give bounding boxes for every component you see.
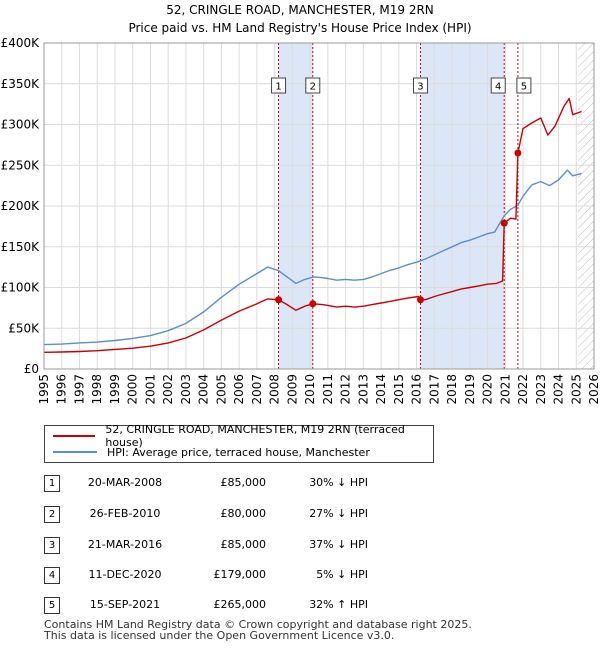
sale-point <box>416 296 424 304</box>
x-tick-label: 2003 <box>179 374 193 405</box>
y-tick-label: £0 <box>24 362 39 376</box>
x-tick-label: 2014 <box>374 374 388 405</box>
x-tick-label: 1998 <box>90 374 104 405</box>
transaction-date: 15-SEP-2021 <box>89 598 161 611</box>
x-tick-label: 2015 <box>392 374 406 405</box>
sale-label: 1 <box>275 82 281 93</box>
sale-label-box <box>305 77 321 94</box>
x-tick-label: 2025 <box>569 374 583 405</box>
transaction-price: £85,000 <box>220 538 267 551</box>
x-tick-label: 2005 <box>214 374 228 405</box>
transaction-price: £85,000 <box>220 476 267 489</box>
x-tick-label: 1997 <box>72 374 86 405</box>
y-tick-label: £250K <box>1 158 41 172</box>
transaction-price: £80,000 <box>220 507 267 520</box>
transaction-row: 4 11-DEC-2020 £179,000 5% ↓ HPI <box>0 567 600 587</box>
sale-point <box>275 296 283 304</box>
x-tick-label: 1999 <box>108 374 122 405</box>
x-tick-label: 2017 <box>427 374 441 405</box>
x-tick-label: 2010 <box>303 374 317 405</box>
transaction-number: 5 <box>44 597 60 614</box>
legend-item-price: 52, CRINGLE ROAD, MANCHESTER, M19 2RN (t… <box>53 423 433 449</box>
x-tick-label: 2013 <box>356 374 370 405</box>
x-tick-label: 2007 <box>250 374 264 405</box>
x-tick-label: 2019 <box>463 374 477 405</box>
x-tick-label: 2018 <box>445 374 459 405</box>
transaction-row: 1 20-MAR-2008 £85,000 30% ↓ HPI <box>0 475 600 495</box>
sale-label: 2 <box>310 82 316 93</box>
legend: 52, CRINGLE ROAD, MANCHESTER, M19 2RN (t… <box>44 423 434 463</box>
legend-label-price: 52, CRINGLE ROAD, MANCHESTER, M19 2RN (t… <box>105 423 405 449</box>
x-tick-label: 2001 <box>143 374 157 405</box>
transaction-number: 1 <box>44 475 60 492</box>
plot-border <box>43 42 595 370</box>
y-tick-label: £300K <box>1 118 41 132</box>
sale-label: 4 <box>495 82 501 93</box>
x-tick-label: 2004 <box>197 374 211 405</box>
legend-line-hpi <box>53 451 97 453</box>
x-tick-label: 2022 <box>516 374 530 405</box>
chart-subtitle: Price paid vs. HM Land Registry's House … <box>128 21 472 35</box>
transaction-date: 21-MAR-2016 <box>87 538 163 551</box>
transaction-price: £179,000 <box>213 568 267 581</box>
x-tick-label: 2020 <box>481 374 495 405</box>
footer: Contains HM Land Registry data © Crown c… <box>44 619 472 641</box>
x-tick-label: 2002 <box>161 374 175 405</box>
transaction-hpi: 30% ↓ HPI <box>309 476 368 489</box>
transaction-row: 5 15-SEP-2021 £265,000 32% ↑ HPI <box>0 597 600 617</box>
y-tick-label: £400K <box>1 36 41 50</box>
transaction-number: 4 <box>44 567 60 584</box>
sale-label-box <box>516 77 532 94</box>
sale-label: 5 <box>521 82 527 93</box>
transaction-hpi: 32% ↑ HPI <box>309 598 368 611</box>
x-tick-label: 2024 <box>552 374 566 405</box>
transaction-hpi: 27% ↓ HPI <box>309 507 368 520</box>
transaction-date: 26-FEB-2010 <box>89 507 161 520</box>
transaction-date: 11-DEC-2020 <box>88 568 162 581</box>
x-tick-label: 1996 <box>55 374 69 405</box>
footer-copyright: Contains HM Land Registry data © Crown c… <box>44 618 472 631</box>
transaction-number: 2 <box>44 506 60 523</box>
sale-label-box <box>412 77 428 94</box>
sale-point <box>500 219 508 227</box>
footer-license: This data is licensed under the Open Gov… <box>44 629 395 642</box>
legend-line-price <box>53 435 96 437</box>
sale-label-box <box>271 77 287 94</box>
transaction-row: 2 26-FEB-2010 £80,000 27% ↓ HPI <box>0 506 600 526</box>
series-line-hpi <box>43 169 582 346</box>
x-tick-label: 2026 <box>587 374 600 405</box>
y-tick-label: £200K <box>1 199 41 213</box>
x-tick-label: 2021 <box>498 374 512 405</box>
sale-point <box>309 300 317 308</box>
x-tick-label: 2023 <box>534 374 548 405</box>
price-chart: 1 2 3 4 5 £0 £50K £100K £150K £200K £250K £300K £350… <box>1 36 600 405</box>
x-tick-label: 2006 <box>232 374 246 405</box>
transaction-hpi: 37% ↓ HPI <box>309 538 368 551</box>
transaction-hpi: 5% ↓ HPI <box>316 568 368 581</box>
legend-label-hpi: HPI: Average price, terraced house, Manc… <box>107 445 370 459</box>
x-tick-label: 2008 <box>268 374 282 405</box>
x-tick-label: 2009 <box>285 374 299 405</box>
transaction-row: 3 21-MAR-2016 £85,000 37% ↓ HPI <box>0 537 600 557</box>
x-tick-label: 2016 <box>410 374 424 405</box>
x-tick-label: 2011 <box>321 374 335 405</box>
transaction-number: 3 <box>44 537 60 554</box>
y-tick-label: £100K <box>1 281 41 295</box>
sale-label: 3 <box>417 82 423 93</box>
transaction-price: £265,000 <box>213 598 267 611</box>
sale-point <box>514 149 522 157</box>
y-tick-label: £150K <box>1 240 41 254</box>
legend-item-hpi: HPI: Average price, terraced house, Manc… <box>53 444 370 460</box>
sale-label-box <box>490 77 506 94</box>
x-tick-label: 2000 <box>126 374 140 405</box>
x-tick-label: 1995 <box>37 374 51 405</box>
chart-title: 52, CRINGLE ROAD, MANCHESTER, M19 2RN <box>166 3 434 17</box>
y-tick-label: £50K <box>8 321 40 335</box>
transaction-date: 20-MAR-2008 <box>87 476 163 489</box>
x-tick-label: 2012 <box>339 374 353 405</box>
y-tick-label: £350K <box>1 77 41 91</box>
